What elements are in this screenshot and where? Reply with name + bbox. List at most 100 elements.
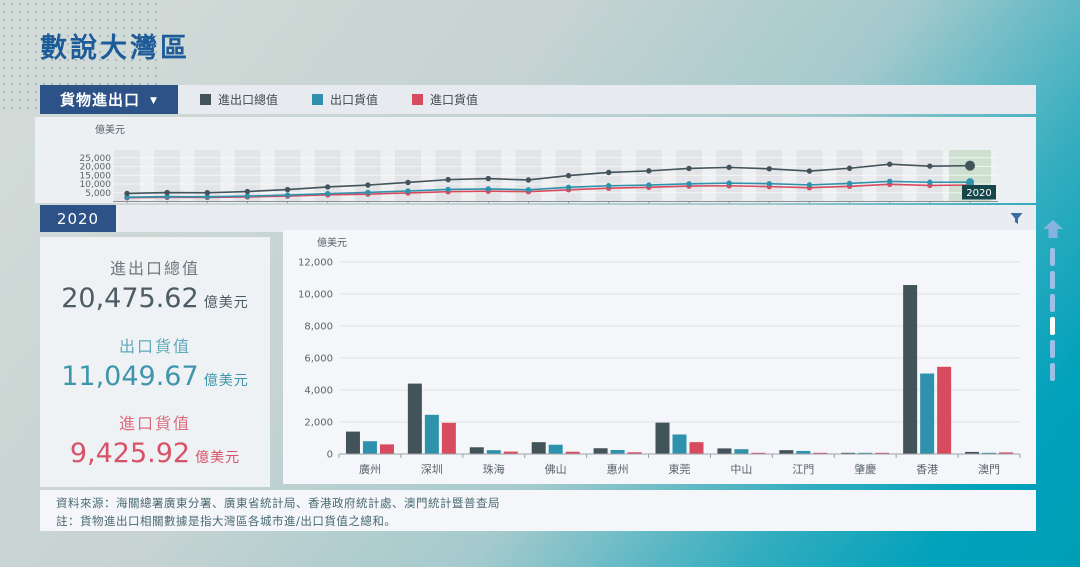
timeline-point[interactable] [485,186,491,192]
timeline-point[interactable] [365,189,371,196]
timeline-point[interactable] [606,169,612,176]
timeline-point[interactable] [806,168,813,174]
timeline-ylabel: 億美元 [95,123,125,136]
bar-珠海-進出口總值[interactable] [469,447,484,454]
legend-item-import[interactable]: 進口貨值 [412,91,478,108]
barchart-ytick: 12,000 [298,258,333,269]
timeline-point[interactable] [846,165,853,171]
bar-東莞-進出口總值[interactable] [655,422,670,454]
nav-dash[interactable] [1050,363,1055,381]
bar-廣州-出口貨值[interactable] [362,441,377,454]
bar-香港-進出口總值[interactable] [903,285,918,454]
timeline-point[interactable] [164,193,170,200]
stat-export-label: 出口貨值 [118,336,191,356]
bar-香港-出口貨值[interactable] [920,373,935,454]
bar-珠海-進口貨值[interactable] [503,451,518,454]
nav-dash[interactable] [1050,340,1055,358]
bar-深圳-出口貨值[interactable] [424,414,439,454]
timeline-point[interactable] [846,180,853,187]
barchart-ylabel: 億美元 [317,236,347,249]
timeline-point[interactable] [485,175,491,182]
timeline-point[interactable] [646,182,652,188]
timeline-point[interactable] [766,180,772,187]
bar-東莞-進口貨值[interactable] [689,442,704,454]
data-source-text: 資料來源：海關總署廣東分署、廣東省統計局、香港政府統計處、澳門統計暨普查局 [56,496,500,510]
timeline-point[interactable] [445,186,451,193]
home-icon[interactable] [1043,220,1063,238]
nav-dash[interactable] [1050,248,1055,266]
bar-惠州-進口貨值[interactable] [627,452,642,454]
funnel-icon [1010,213,1022,224]
timeline-point[interactable] [244,188,251,195]
timeline-point[interactable] [806,182,813,188]
timeline-point[interactable] [565,172,572,179]
bar-澳門-進出口總值[interactable] [965,451,980,454]
timeline-point[interactable] [887,178,893,185]
timeline-ytick: 15,000 [80,171,112,181]
bar-廣州-進口貨值[interactable] [379,444,394,454]
bar-深圳-進出口總值[interactable] [407,383,422,454]
timeline-point[interactable] [525,187,532,193]
timeline-point[interactable] [164,189,170,196]
timeline-point[interactable] [284,186,291,193]
bar-肇慶-出口貨值[interactable] [858,452,873,454]
bar-佛山-進口貨值[interactable] [565,451,580,454]
bar-東莞-出口貨值[interactable] [672,434,687,454]
timeline-point[interactable] [966,178,974,187]
timeline-point[interactable] [124,190,130,197]
timeline-point[interactable] [606,183,612,189]
bar-惠州-進出口總值[interactable] [593,448,608,454]
timeline-point[interactable] [244,193,251,199]
timeline-point[interactable] [325,190,331,197]
bar-江門-進口貨值[interactable] [813,452,828,454]
bar-香港-進口貨值[interactable] [937,366,952,454]
timeline-point[interactable] [525,177,532,183]
bar-深圳-進口貨值[interactable] [441,422,456,454]
nav-dash[interactable] [1050,294,1055,312]
timeline-point[interactable] [284,192,291,198]
timeline-point[interactable] [646,168,652,174]
timeline-point[interactable] [124,194,130,200]
nav-dash[interactable] [1050,271,1055,289]
timeline-point[interactable] [927,179,933,185]
dataset-dropdown[interactable]: 貨物進出口 ▼ [40,85,178,114]
selected-year-badge: 2020 [40,205,116,232]
timeline-point[interactable] [405,179,411,186]
timeline-point[interactable] [686,165,692,172]
bar-廣州-進出口總值[interactable] [345,431,360,454]
bar-江門-進出口總值[interactable] [779,450,794,454]
timeline-point[interactable] [726,164,732,171]
bar-中山-進口貨值[interactable] [751,452,766,454]
nav-dash-active[interactable] [1050,317,1055,335]
bar-澳門-出口貨值[interactable] [982,452,997,454]
bar-肇慶-進出口總值[interactable] [841,452,856,454]
legend-item-total[interactable]: 進出口總值 [200,91,278,108]
timeline-point[interactable] [927,163,933,169]
filter-button[interactable] [996,205,1036,232]
timeline-point[interactable] [204,190,210,196]
legend-item-export[interactable]: 出口貨值 [312,91,378,108]
bar-澳門-進口貨值[interactable] [999,452,1014,454]
bar-中山-進出口總值[interactable] [717,448,732,454]
timeline-point[interactable] [686,181,692,187]
bar-佛山-出口貨值[interactable] [548,444,563,454]
bar-珠海-出口貨值[interactable] [486,450,501,454]
timeline-point[interactable] [565,184,572,191]
bar-肇慶-進口貨值[interactable] [875,452,890,454]
timeline-point[interactable] [405,188,411,194]
timeline-point[interactable] [204,194,210,200]
legend-swatch-export [312,94,324,105]
bar-中山-出口貨值[interactable] [734,449,749,454]
bar-佛山-進出口總值[interactable] [531,442,546,454]
bar-江門-出口貨值[interactable] [796,450,811,454]
timeline-point[interactable] [445,176,451,183]
timeline-point[interactable] [965,160,975,171]
timeline-point[interactable] [887,161,893,167]
timeline-point[interactable] [365,182,371,188]
bar-惠州-出口貨值[interactable] [610,450,625,454]
timeline-point[interactable] [325,184,331,190]
timeline-point[interactable] [726,180,732,186]
city-bar-chart: 0 2,000 4,000 6,000 8,000 10,000 12,000 廣州 深圳 珠海 佛… [298,236,1021,476]
stat-import-value: 9,425.92 [69,437,191,469]
timeline-point[interactable] [766,166,772,172]
